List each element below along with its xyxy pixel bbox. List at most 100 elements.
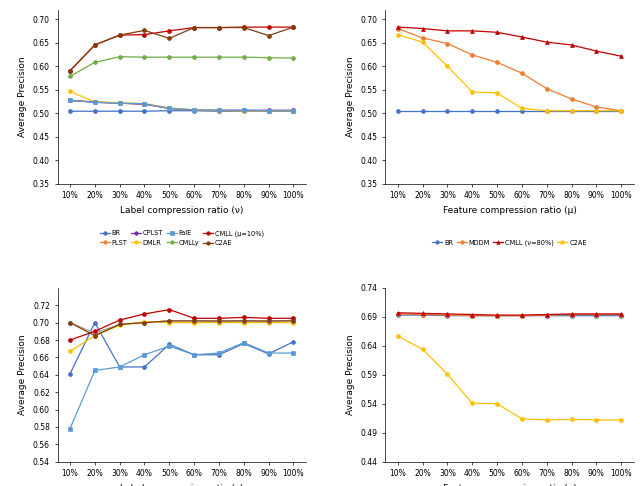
DMLR	[215, 107, 223, 113]
CMLLy	[141, 54, 148, 60]
Line: CMLL (ν=80%): CMLL (ν=80%)	[396, 25, 623, 58]
k-ORI	[290, 339, 298, 345]
BR	[394, 108, 401, 114]
CMLL (μ=10%)	[66, 68, 74, 74]
Line: k-FaIE: k-FaIE	[68, 320, 296, 353]
K-CMLL (ν=50%)	[444, 311, 451, 317]
CPLST	[265, 107, 273, 113]
k-CMLL (μ=80%)	[190, 315, 198, 321]
k-MDDM	[444, 312, 451, 318]
FaIE	[141, 101, 148, 106]
k-FaIE	[240, 320, 248, 326]
CMLL (μ=10%)	[215, 25, 223, 31]
k-MDDM	[518, 313, 525, 319]
BR	[166, 108, 173, 114]
FaIE	[265, 108, 273, 114]
k-DMLR	[91, 330, 99, 336]
k-DMLR	[265, 319, 273, 325]
FaIE	[166, 105, 173, 111]
k-ORI	[240, 341, 248, 347]
K-CMLL (ν=50%)	[493, 312, 501, 318]
Line: k-MDDM: k-MDDM	[396, 312, 623, 318]
k-FaIE	[141, 319, 148, 325]
CMLL (μ=10%)	[190, 25, 198, 31]
k-MDDM	[493, 313, 501, 319]
k-MDDM	[419, 312, 426, 317]
BR	[190, 108, 198, 114]
FaIE	[290, 108, 298, 114]
k-FaIE	[190, 320, 198, 326]
C2AE	[593, 108, 600, 114]
Line: k-CMLLy: k-CMLLy	[68, 341, 296, 431]
CPLST	[240, 107, 248, 113]
k-ORI	[468, 313, 476, 319]
k-ORI	[394, 312, 401, 318]
C2AE	[190, 318, 198, 324]
k-CMLLy	[166, 343, 173, 349]
C2AE	[419, 39, 426, 45]
k-CMLL (μ=80%)	[290, 315, 298, 321]
CMLLy	[91, 59, 99, 65]
C2AE	[91, 333, 99, 339]
BR	[593, 108, 600, 114]
PLST	[116, 100, 124, 106]
k-ORI	[444, 313, 451, 319]
k-MDDM	[618, 312, 625, 317]
k-ORI	[618, 313, 625, 319]
FaIE	[190, 107, 198, 113]
k-ORI	[190, 352, 198, 358]
C2AE	[618, 417, 625, 423]
k-FaIE	[91, 333, 99, 339]
Line: PLST: PLST	[68, 99, 296, 113]
k-DMLR	[290, 317, 298, 323]
DMLR	[116, 100, 124, 105]
k-FaIE	[116, 322, 124, 328]
BR	[116, 108, 124, 114]
CMLLy	[240, 54, 248, 60]
k-ORI	[518, 313, 525, 319]
CPLST	[91, 99, 99, 105]
Line: C2AE: C2AE	[68, 319, 296, 338]
CMLL (μ=10%)	[116, 32, 124, 38]
CMLL (μ=10%)	[265, 24, 273, 30]
C2AE	[394, 333, 401, 339]
BR	[618, 108, 625, 114]
k-ORI	[91, 320, 99, 326]
k-FaIE	[290, 320, 298, 326]
C2AE	[91, 42, 99, 48]
CMLLy	[166, 54, 173, 60]
PLST	[141, 101, 148, 107]
C2AE	[141, 28, 148, 34]
CMLLy	[215, 54, 223, 60]
CMLLy	[116, 54, 124, 60]
k-CMLL (μ=80%)	[116, 317, 124, 323]
C2AE	[568, 417, 575, 422]
k-DMLR	[190, 318, 198, 324]
C2AE	[215, 25, 223, 31]
Line: K-CMLL (ν=50%): K-CMLL (ν=50%)	[396, 311, 623, 317]
C2AE	[394, 32, 401, 37]
FaIE	[66, 98, 74, 104]
k-CMLLy	[116, 364, 124, 370]
Line: CMLLy: CMLLy	[68, 55, 296, 78]
BR	[543, 108, 550, 114]
Line: C2AE: C2AE	[396, 33, 623, 113]
CMLL (μ=10%)	[91, 42, 99, 48]
k-ORI	[593, 313, 600, 319]
k-FaIE	[166, 320, 173, 326]
BR	[444, 108, 451, 114]
CMLL (ν=80%)	[444, 28, 451, 34]
K-CMLL (ν=50%)	[568, 311, 575, 317]
k-CMLLy	[91, 367, 99, 373]
MDDM	[468, 52, 476, 58]
k-CMLL (μ=80%)	[215, 315, 223, 321]
BR	[518, 108, 525, 114]
BR	[468, 108, 476, 114]
k-MDDM	[468, 313, 476, 319]
BR	[141, 108, 148, 114]
BR	[290, 108, 298, 114]
k-DMLR	[66, 320, 74, 326]
C2AE	[166, 35, 173, 41]
MDDM	[568, 96, 575, 102]
Line: CMLL (μ=10%): CMLL (μ=10%)	[68, 25, 296, 73]
